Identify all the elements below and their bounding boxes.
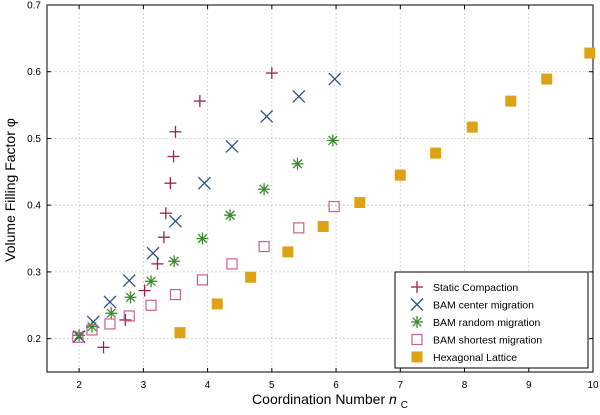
data-point <box>167 150 180 163</box>
data-point <box>72 331 84 343</box>
data-point <box>164 177 177 190</box>
x-tick-label: 6 <box>333 380 339 391</box>
data-point <box>145 275 158 288</box>
data-point <box>260 109 274 123</box>
data-point <box>138 284 151 297</box>
data-point <box>145 299 157 311</box>
legend-marker <box>411 333 423 346</box>
data-point <box>292 89 306 103</box>
data-point <box>122 274 136 288</box>
data-point <box>466 121 478 133</box>
data-point <box>86 324 98 336</box>
legend-label: BAM random migration <box>433 317 541 329</box>
data-point <box>394 169 406 181</box>
y-tick-label: 0.6 <box>27 67 41 78</box>
data-point <box>104 318 116 330</box>
legend-items: Static Compaction BAM center migration BAM… <box>410 281 542 364</box>
x-tick-label: 10 <box>587 380 599 391</box>
data-point <box>354 197 366 209</box>
data-point <box>169 125 182 138</box>
data-point <box>326 134 339 147</box>
data-point <box>97 341 110 354</box>
data-point <box>169 288 182 301</box>
series-4 <box>174 47 596 339</box>
data-point <box>282 246 294 258</box>
x-axis-label-text: Coordination Number <box>252 391 385 407</box>
y-axis-label: Volume Filling Factor φ <box>2 118 18 262</box>
legend-marker <box>410 298 424 311</box>
data-point <box>193 95 206 108</box>
x-tick-label: 4 <box>205 380 211 391</box>
x-tick-label: 9 <box>526 380 532 391</box>
legend-label: Hexagonal Lattice <box>433 352 517 364</box>
data-point <box>225 140 239 153</box>
x-axis-label: Coordination Number n C <box>252 391 408 410</box>
data-point <box>328 72 342 86</box>
legend-box <box>394 271 589 369</box>
x-tick-label: 2 <box>76 380 82 391</box>
y-tick-label: 0.2 <box>27 334 41 345</box>
y-tick-label: 0.3 <box>27 267 41 278</box>
series-1 <box>72 72 342 344</box>
data-point <box>258 240 270 253</box>
data-point <box>224 209 237 222</box>
data-point <box>124 291 137 304</box>
legend-label: Static Compaction <box>433 282 518 294</box>
data-point <box>245 271 257 283</box>
x-axis-label-symbol: n <box>389 391 397 407</box>
y-tick-label: 0.7 <box>27 1 41 12</box>
series-2 <box>73 134 339 342</box>
data-point <box>584 47 596 59</box>
y-tick-label: 0.4 <box>27 201 41 212</box>
data-point <box>196 232 209 245</box>
series-3 <box>72 200 340 343</box>
data-point <box>119 313 132 326</box>
legend-label: BAM center migration <box>433 300 534 312</box>
data-point <box>105 307 118 320</box>
data-point <box>197 176 211 190</box>
data-point <box>151 257 164 270</box>
x-tick-label: 7 <box>398 380 404 391</box>
x-axis-label-subscript: C <box>401 400 408 410</box>
data-point <box>541 73 553 85</box>
legend-marker <box>411 316 423 328</box>
data-point <box>157 231 170 244</box>
series-0 <box>97 67 278 354</box>
data-point <box>146 246 160 260</box>
data-point <box>211 298 223 310</box>
x-tick-label: 8 <box>462 380 468 391</box>
data-point <box>430 147 442 159</box>
x-tick-label: 5 <box>269 380 275 391</box>
data-point <box>226 258 238 270</box>
tick-layer: 2 3 4 5 6 7 8 9 10 0.2 0.3 0.4 0.5 0.6 0.7 <box>27 1 599 392</box>
data-point <box>159 207 172 220</box>
data-point <box>265 67 278 80</box>
data-point <box>103 295 117 309</box>
data-point <box>291 157 304 170</box>
grid-layer <box>47 5 593 372</box>
legend: Static Compaction BAM center migration BAM… <box>394 271 589 369</box>
x-tick-label: 3 <box>141 380 147 391</box>
legend-label: BAM shortest migration <box>433 335 542 347</box>
data-point <box>317 221 329 233</box>
data-point <box>505 95 517 107</box>
data-point <box>328 200 340 213</box>
data-point <box>293 222 305 234</box>
data-point <box>168 255 181 268</box>
data-point <box>169 214 182 228</box>
data-point <box>196 274 209 286</box>
data-point <box>85 320 98 333</box>
plot-frame <box>46 4 594 373</box>
data-point <box>123 310 135 322</box>
data-point <box>258 183 271 196</box>
y-tick-label: 0.5 <box>27 134 41 145</box>
legend-marker <box>411 351 423 363</box>
data-point <box>174 327 186 339</box>
legend-marker <box>411 281 423 293</box>
marks-layer <box>72 47 596 354</box>
